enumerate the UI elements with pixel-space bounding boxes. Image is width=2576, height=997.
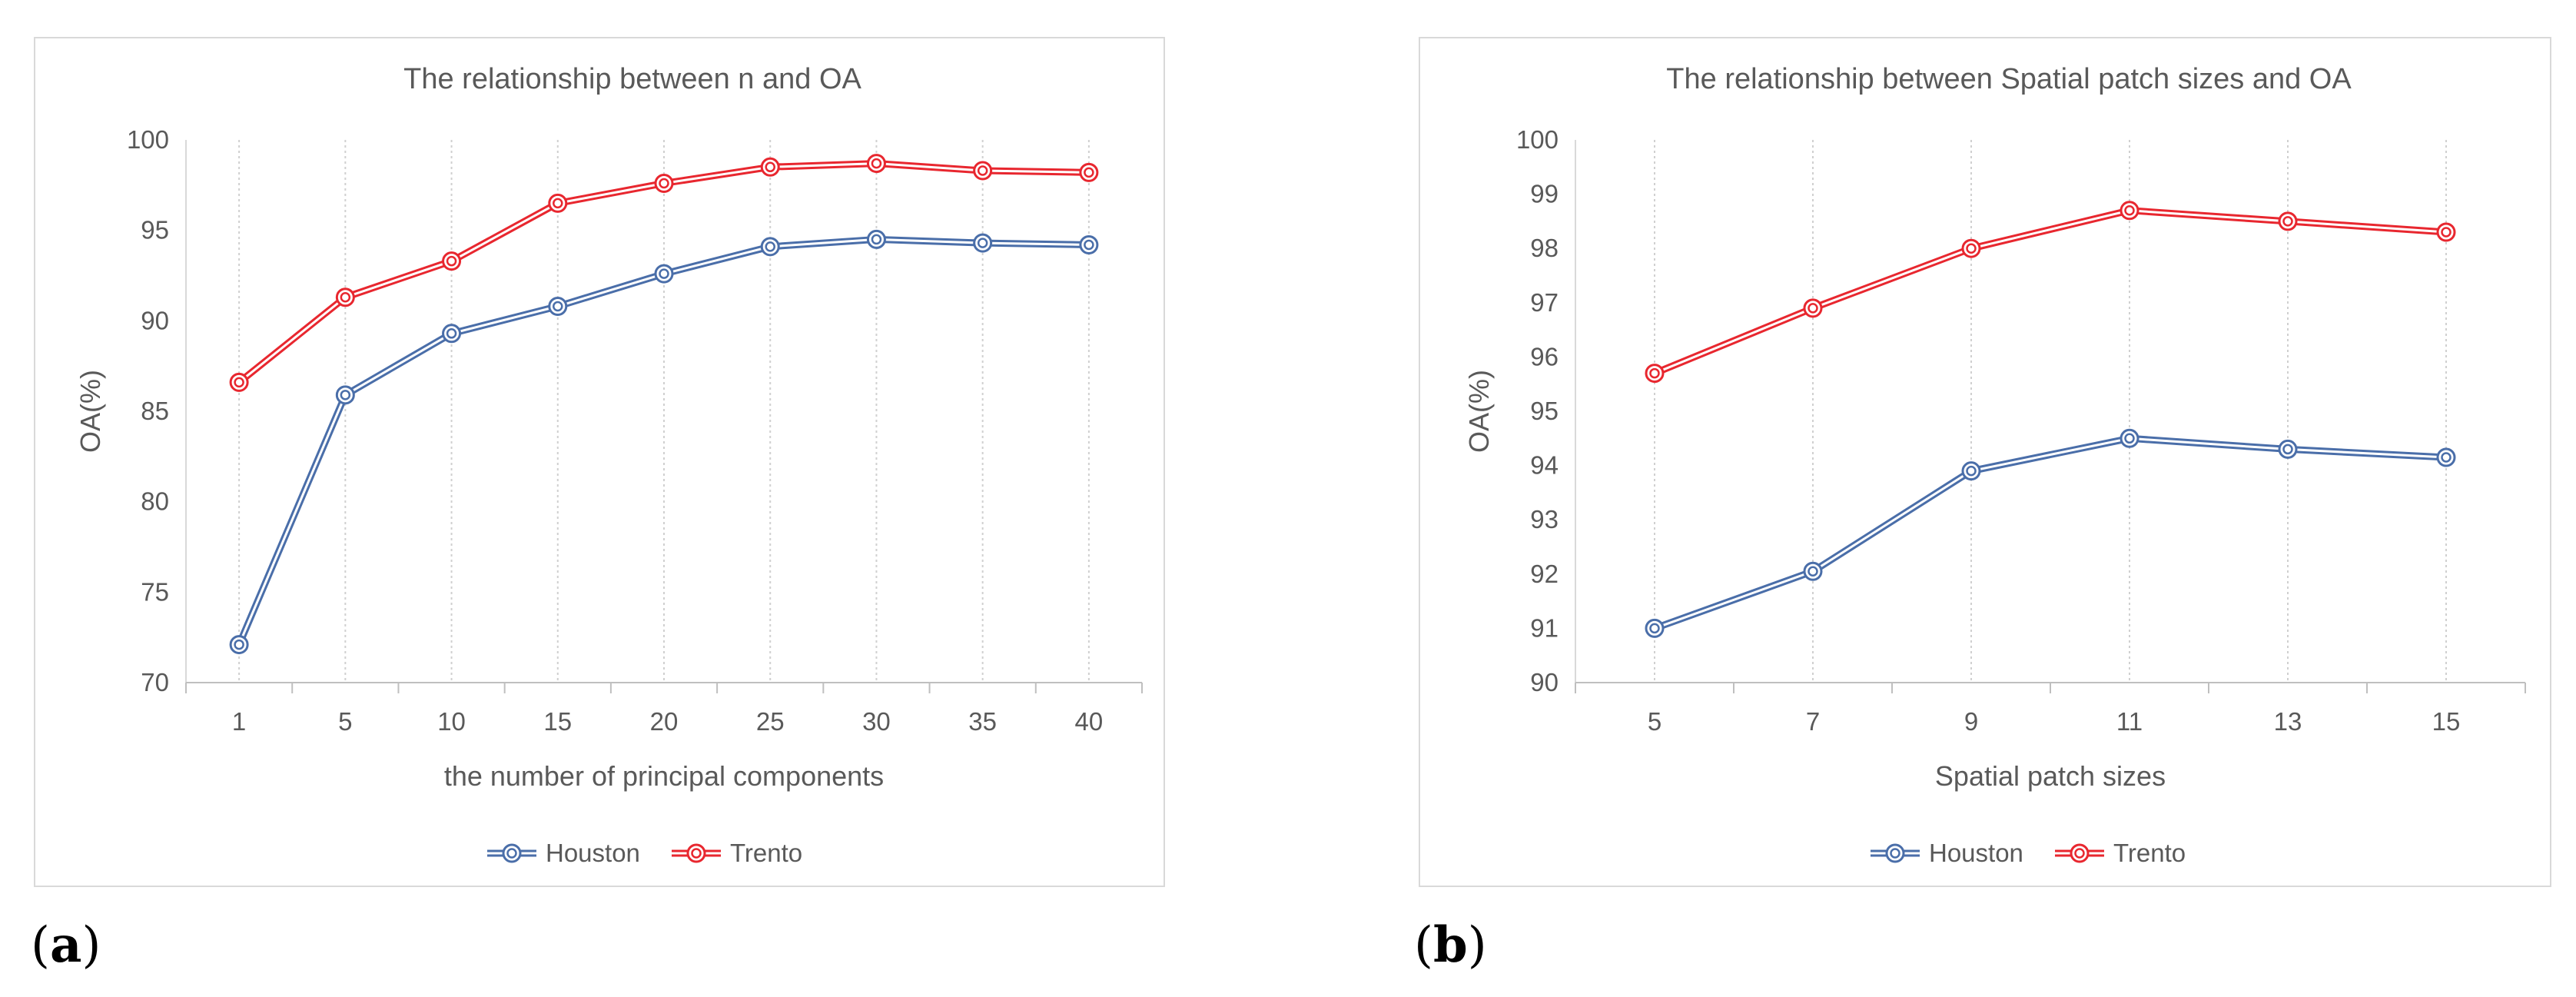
y-tick-label: 95 [1530, 397, 1559, 425]
x-tick-label: 10 [437, 707, 466, 736]
y-tick-label: 91 [1530, 613, 1559, 642]
data-point-inner-houston [1966, 465, 1977, 477]
x-tick-label: 13 [2274, 707, 2302, 736]
y-tick-label: 90 [1530, 668, 1559, 696]
y-tick-label: 94 [1530, 451, 1559, 480]
series-line-inner-trento [1654, 209, 2447, 374]
data-point-inner-trento [446, 255, 457, 267]
data-point-inner-trento [659, 178, 669, 189]
caption-b-letter: b [1432, 916, 1468, 974]
y-tick-label: 85 [141, 397, 169, 425]
data-point-inner-houston [553, 301, 563, 312]
x-tick-label: 5 [1648, 707, 1661, 736]
x-tick-label: 11 [2116, 707, 2143, 736]
y-tick-label: 95 [141, 216, 169, 244]
x-tick-label: 15 [543, 707, 572, 736]
chart-title: The relationship between n and OA [403, 63, 861, 95]
x-tick-label: 35 [968, 707, 997, 736]
x-tick-label: 15 [2432, 707, 2461, 736]
x-tick-label: 1 [232, 707, 246, 736]
x-tick-label: 30 [862, 707, 891, 736]
data-point-inner-houston [446, 328, 457, 339]
y-tick-label: 99 [1530, 180, 1559, 208]
x-tick-label: 9 [1964, 707, 1978, 736]
data-point-inner-houston [2124, 433, 2135, 444]
y-tick-label: 70 [141, 668, 169, 696]
data-point-inner-trento [1649, 367, 1660, 379]
data-point-inner-trento [340, 291, 351, 303]
legend-marker-inner-houston [506, 848, 517, 859]
caption-a: (a) [31, 916, 101, 974]
data-point-inner-trento [2441, 227, 2452, 238]
legend-label-trento: Trento [730, 839, 802, 867]
x-axis-label: the number of principal components [444, 760, 884, 792]
chart-a-svg: The relationship between n and OA 70 75 80 8… [75, 63, 1143, 867]
series-line-houston [1653, 434, 2447, 632]
y-tick-label: 100 [127, 125, 169, 154]
data-point-inner-houston [1084, 239, 1094, 251]
data-point-inner-trento [871, 158, 882, 169]
chart-title: The relationship between Spatial patch s… [1666, 63, 2352, 95]
x-tick-label: 20 [650, 707, 679, 736]
y-tick-label: 98 [1530, 234, 1559, 262]
legend-marker-inner-trento [2074, 848, 2085, 859]
y-tick-label: 93 [1530, 505, 1559, 533]
y-tick-label: 75 [141, 577, 169, 606]
data-point-inner-houston [659, 268, 669, 279]
data-point-inner-houston [1808, 566, 1818, 577]
data-point-inner-trento [553, 198, 563, 209]
data-point-inner-trento [1084, 167, 1094, 178]
legend-label-houston: Houston [546, 839, 640, 867]
data-point-inner-trento [765, 161, 775, 173]
data-point-inner-trento [2282, 216, 2293, 227]
caption-b: (b) [1414, 916, 1487, 974]
legend-label-trento: Trento [2113, 839, 2186, 867]
series-line-trento [1653, 207, 2447, 377]
x-axis-label: Spatial patch sizes [1935, 760, 2166, 792]
y-tick-label: 97 [1530, 288, 1559, 317]
chart-b-svg: The relationship between Spatial patch s… [1463, 63, 2526, 867]
chart-panel-a: The relationship between n and OA 70 75 80 8… [34, 37, 1165, 887]
y-tick-label: 92 [1530, 560, 1559, 588]
x-tick-label: 40 [1075, 707, 1104, 736]
x-tick-label: 7 [1806, 707, 1820, 736]
series-line-inner-houston [1654, 437, 2447, 630]
x-tick-label: 5 [338, 707, 352, 736]
data-point-inner-houston [765, 241, 775, 252]
data-point-inner-houston [2282, 444, 2293, 455]
data-point-inner-houston [1649, 623, 1660, 634]
legend-label-houston: Houston [1929, 839, 2023, 867]
legend-marker-inner-trento [691, 848, 702, 859]
data-point-inner-trento [977, 165, 988, 176]
x-tick-label: 25 [756, 707, 785, 736]
data-point-inner-houston [234, 639, 244, 650]
data-point-inner-trento [2124, 205, 2135, 216]
data-point-inner-houston [340, 390, 351, 400]
data-point-inner-houston [2441, 452, 2452, 463]
y-tick-label: 90 [141, 306, 169, 334]
data-point-inner-trento [234, 377, 244, 388]
y-axis-label: OA(%) [1463, 370, 1495, 453]
y-tick-label: 96 [1530, 342, 1559, 371]
y-tick-label: 80 [141, 487, 169, 516]
data-point-inner-trento [1966, 243, 1977, 254]
y-axis-label: OA(%) [75, 370, 106, 453]
data-point-inner-houston [977, 238, 988, 248]
data-point-inner-trento [1808, 303, 1818, 314]
chart-panel-b: The relationship between Spatial patch s… [1419, 37, 2551, 887]
legend-marker-inner-houston [1890, 848, 1900, 859]
caption-a-letter: a [49, 916, 82, 974]
y-tick-label: 100 [1516, 125, 1559, 154]
data-point-inner-houston [871, 234, 882, 245]
